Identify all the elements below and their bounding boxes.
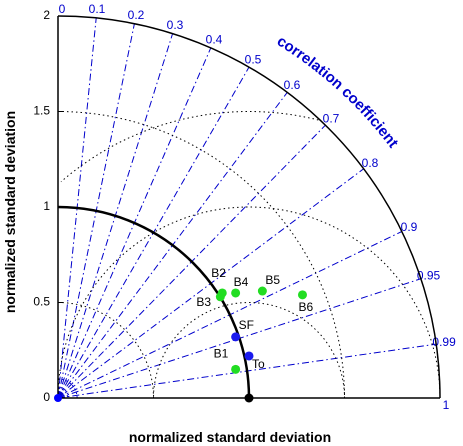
corr-tick-label: 0.3 bbox=[167, 18, 184, 32]
data-point-b1 bbox=[231, 364, 241, 374]
rms-circles bbox=[57, 111, 441, 398]
reference-arc bbox=[57, 205, 251, 399]
corr-tick-label: 0.6 bbox=[284, 78, 301, 92]
point-label-b2: B2 bbox=[211, 266, 226, 280]
x-axis-label: normalized standard deviation bbox=[129, 429, 331, 445]
std-arc bbox=[57, 111, 345, 399]
corr-tick-label: 0.8 bbox=[362, 156, 379, 170]
rms-circle bbox=[57, 206, 441, 398]
corr-tick-label: 0.2 bbox=[128, 8, 145, 22]
point-label-b3: B3 bbox=[196, 295, 211, 309]
corr-tick-label: 0.9 bbox=[401, 220, 418, 234]
data-point-to bbox=[244, 351, 254, 361]
point-label-b6: B6 bbox=[298, 300, 313, 314]
point-label-sf: SF bbox=[239, 318, 254, 332]
corr-tick-label: 0.1 bbox=[89, 2, 106, 16]
point-label-b4: B4 bbox=[234, 275, 249, 289]
corr-tick-label: 0.7 bbox=[323, 112, 340, 126]
y-tick-label: 1.5 bbox=[33, 104, 50, 118]
data-point-sf bbox=[231, 332, 241, 342]
origin-point bbox=[54, 394, 62, 402]
corr-tick-label: 0.99 bbox=[432, 335, 456, 349]
rms-circle bbox=[153, 302, 345, 398]
point-label-to: To bbox=[252, 357, 265, 371]
corr-tick-label: 0 bbox=[59, 2, 66, 16]
point-label-b5: B5 bbox=[265, 273, 280, 287]
rms-circle bbox=[60, 111, 319, 183]
corr-tick-label: 0.4 bbox=[206, 33, 223, 47]
reference-point bbox=[244, 393, 254, 403]
data-point-b6 bbox=[297, 290, 307, 300]
y-axis-label: normalized standard deviation bbox=[2, 111, 18, 313]
data-points: B1 B2 B3 B4 B5 B6 SF To bbox=[196, 266, 313, 374]
corr-tick-label: 1 bbox=[443, 398, 450, 412]
y-tick-label: 1 bbox=[43, 199, 50, 213]
corr-tick-label: 0.95 bbox=[417, 268, 441, 282]
data-point-b3 bbox=[215, 292, 225, 302]
point-label-b1: B1 bbox=[214, 346, 229, 360]
corr-tick-label: 0.5 bbox=[245, 52, 262, 66]
outer-arc bbox=[57, 15, 441, 399]
corr-grid: 0 0.1 0.2 0.3 0.4 0.5 0.6 0.7 0.8 0.9 0.95 0.99 1 bbox=[57, 2, 456, 412]
y-tick-label: 0 bbox=[43, 390, 50, 404]
origin-arc bbox=[57, 387, 69, 399]
y-tick-label: 0.5 bbox=[33, 295, 50, 309]
data-point-b5 bbox=[257, 286, 267, 296]
axes: 0 0.5 1 1.5 2 bbox=[33, 8, 441, 404]
data-point-b4 bbox=[231, 288, 241, 298]
y-tick-label: 2 bbox=[43, 8, 50, 22]
